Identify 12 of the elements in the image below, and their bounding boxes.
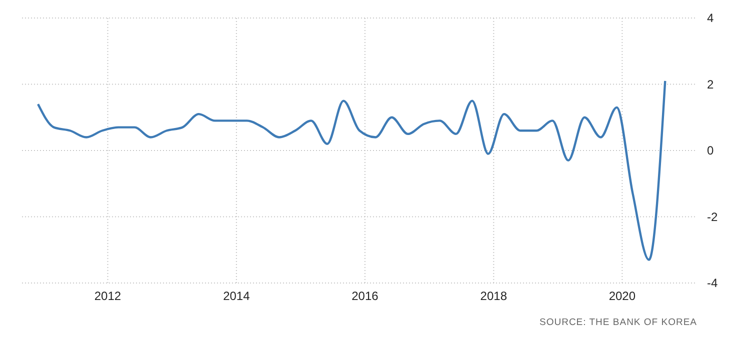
- source-note: SOURCE: THE BANK OF KOREA: [540, 317, 698, 328]
- y-tick-label: 0: [707, 144, 714, 158]
- line-series: [36, 80, 666, 261]
- y-tick-label: 4: [707, 11, 714, 26]
- x-tick-label: 2016: [352, 289, 379, 303]
- x-tick-label: 2012: [94, 289, 122, 303]
- x-tick-label: 2014: [223, 289, 250, 303]
- y-tick-label: -2: [707, 210, 718, 224]
- x-tick-label: 2018: [480, 289, 508, 303]
- y-tick-label: 2: [707, 77, 714, 92]
- y-tick-label: -4: [707, 276, 718, 290]
- x-tick-label: 2020: [608, 289, 636, 303]
